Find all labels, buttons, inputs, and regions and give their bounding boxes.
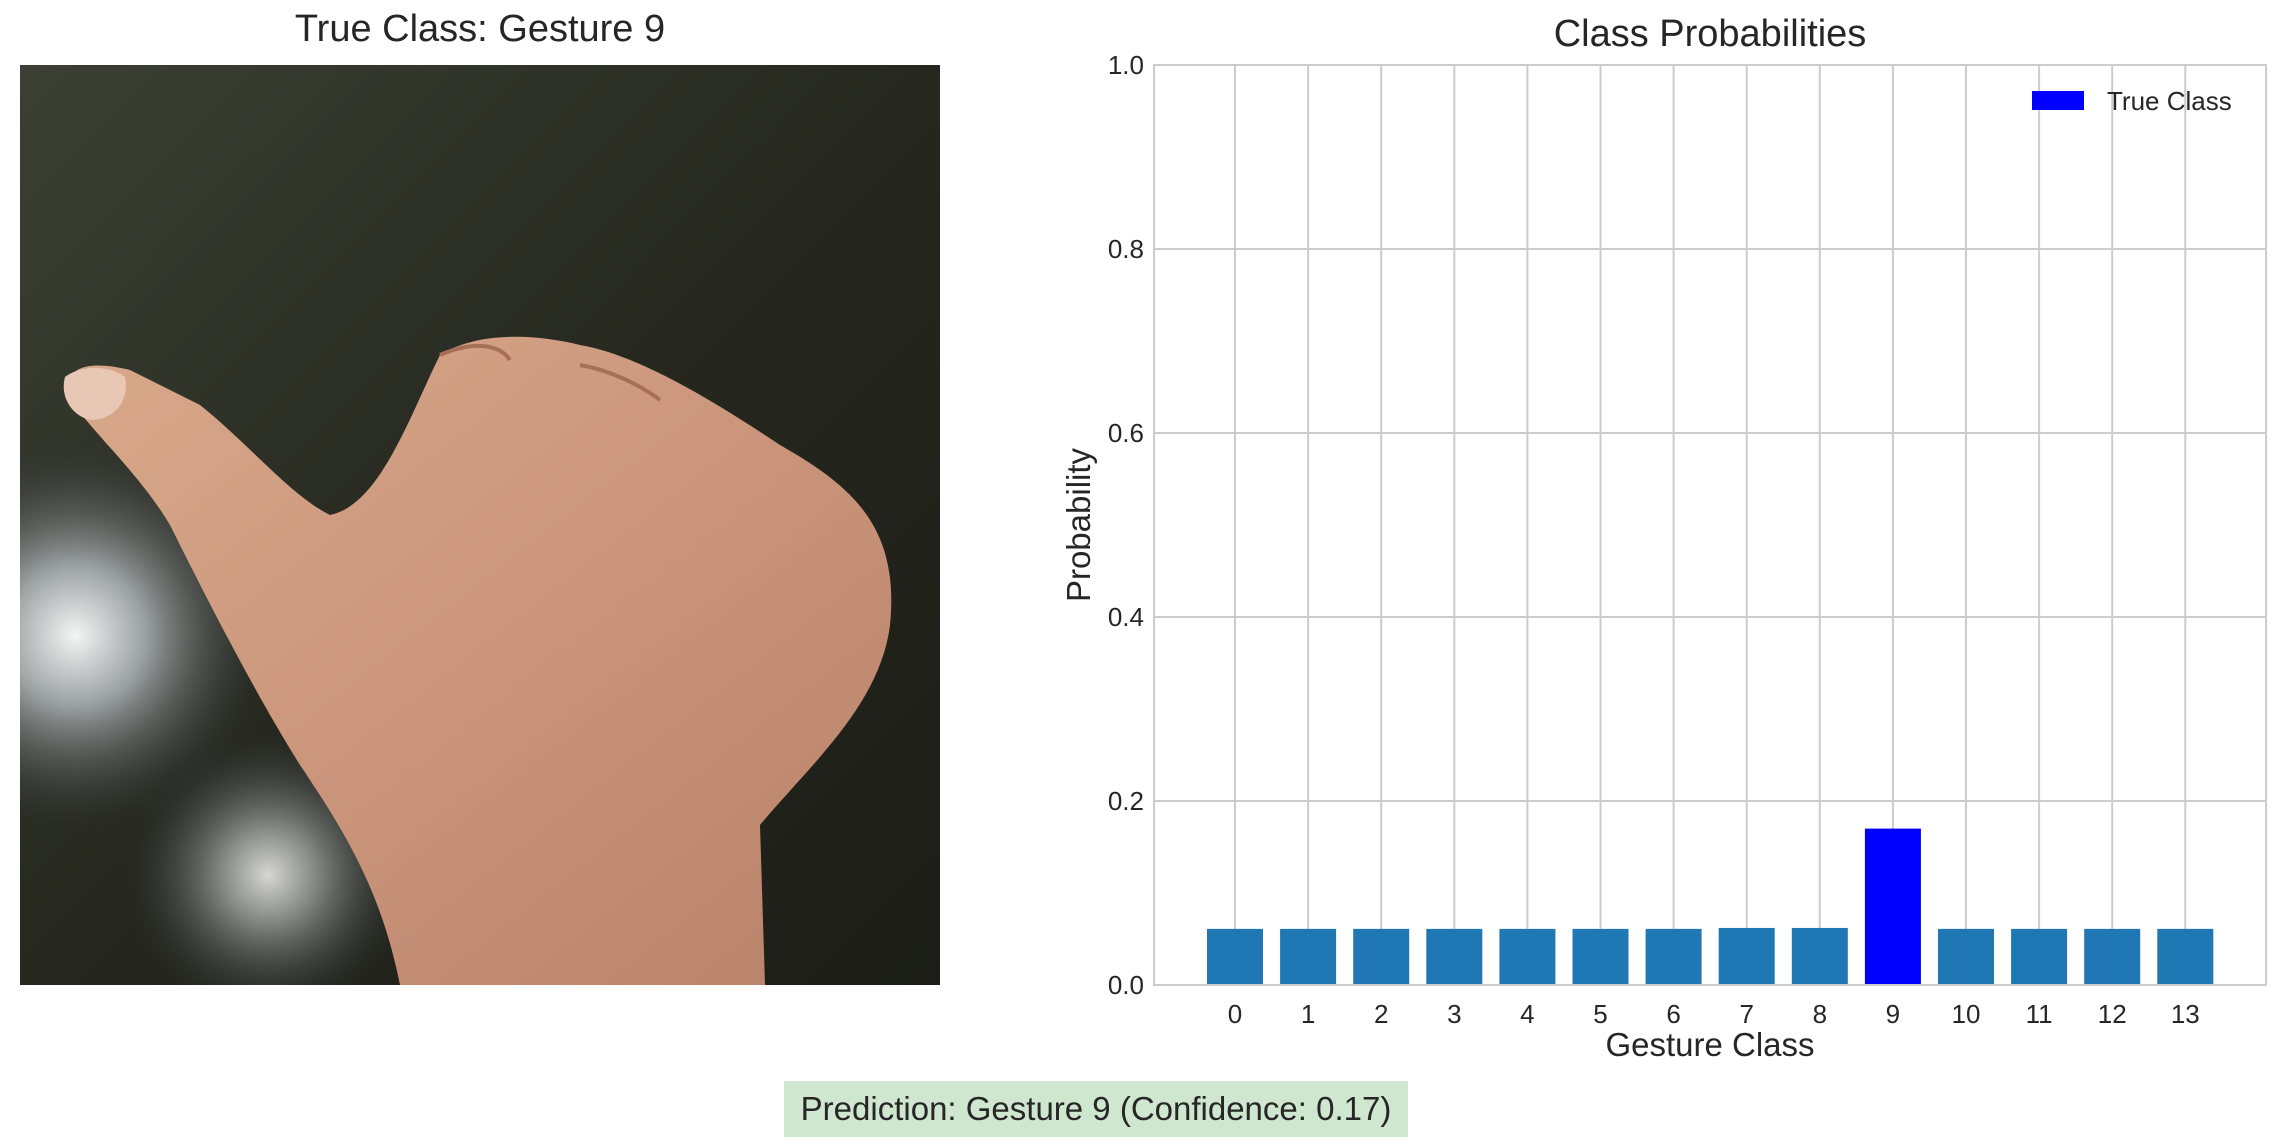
legend-label: True Class [2107,86,2232,116]
x-tick-label: 9 [1886,999,1900,1029]
x-tick-label: 7 [1739,999,1753,1029]
x-gridlines [1234,65,2187,985]
y-tick-label: 0.0 [1108,970,1144,1000]
bar-class-9 [1864,828,1921,985]
y-tick-label: 0.8 [1108,234,1144,264]
x-tick-label: 10 [1952,999,1981,1029]
x-tick-label: 8 [1813,999,1827,1029]
x-tick-label: 4 [1520,999,1534,1029]
y-tick-label: 1.0 [1108,50,1144,80]
bar-class-13 [2157,928,2214,985]
y-tick-labels: 0.0 0.2 0.4 0.6 0.8 1.0 [1108,50,1144,1000]
y-tick-label: 0.6 [1108,418,1144,448]
x-tick-label: 13 [2171,999,2200,1029]
bar-class-12 [2084,928,2141,985]
y-axis-label: Probability [1060,447,1097,602]
bar-class-0 [1207,928,1263,985]
bar-class-2 [1353,928,1410,985]
y-tick-label: 0.2 [1108,786,1144,816]
bar-class-4 [1499,928,1556,985]
x-tick-label: 6 [1666,999,1680,1029]
y-gridlines [1154,64,2266,986]
bar-class-8 [1791,927,1848,985]
bar-series [1207,828,2214,985]
x-axis-label: Gesture Class [1605,1026,1814,1063]
x-tick-label: 11 [2026,999,2053,1029]
x-tick-label: 12 [2098,999,2127,1029]
legend-swatch [2032,91,2084,110]
hand-gesture-photo [20,65,940,985]
bar-class-11 [2011,928,2068,985]
x-tick-label: 0 [1228,999,1242,1029]
legend: True Class [2032,86,2232,116]
image-title: True Class: Gesture 9 [294,8,666,50]
x-tick-labels: 0 1 2 3 4 5 6 7 8 9 10 11 12 13 [1228,999,2200,1029]
prediction-label: Prediction: Gesture 9 (Confidence: 0.17) [784,1081,1408,1137]
chart-title: Class Probabilities [1554,13,1867,55]
x-tick-label: 5 [1593,999,1607,1029]
plot-frame [1153,64,2267,986]
x-tick-label: 1 [1301,999,1315,1029]
bar-class-1 [1280,928,1337,985]
x-tick-label: 3 [1447,999,1461,1029]
x-tick-label: 2 [1374,999,1388,1029]
bar-class-10 [1938,928,1994,985]
bar-class-3 [1426,928,1483,985]
bar-class-5 [1572,928,1629,985]
y-tick-label: 0.4 [1108,602,1144,632]
bar-class-7 [1718,927,1775,985]
bar-class-6 [1645,928,1702,985]
